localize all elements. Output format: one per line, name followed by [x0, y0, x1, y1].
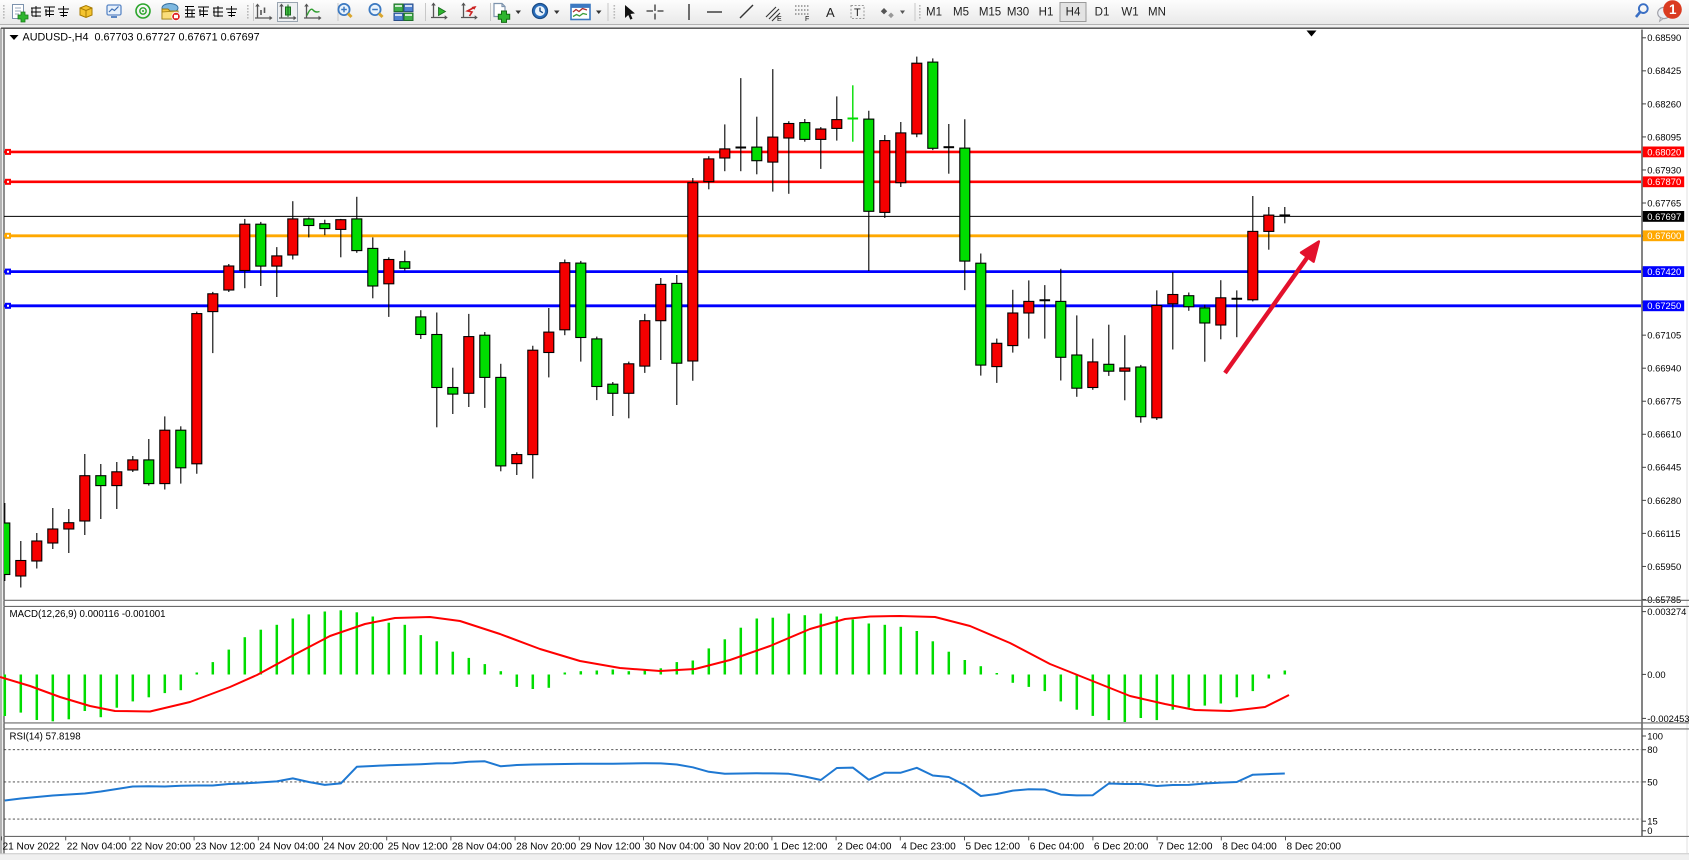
svg-text:0.66775: 0.66775	[1647, 396, 1681, 407]
svg-text:0.66610: 0.66610	[1647, 429, 1681, 440]
svg-text:28 Nov 20:00: 28 Nov 20:00	[516, 842, 576, 853]
svg-text:24 Nov 04:00: 24 Nov 04:00	[259, 842, 319, 853]
svg-text:6 Dec 04:00: 6 Dec 04:00	[1030, 842, 1085, 853]
svg-text:50: 50	[1647, 776, 1657, 787]
svg-text:22 Nov 20:00: 22 Nov 20:00	[131, 842, 191, 853]
svg-text:H1: H1	[1039, 7, 1054, 19]
svg-text:RSI(14) 57.8198: RSI(14) 57.8198	[10, 732, 81, 743]
svg-text:0.66115: 0.66115	[1647, 528, 1680, 539]
svg-text:MN: MN	[1148, 7, 1166, 19]
svg-text:AUDUSD-,H4 0.67703 0.67727 0.: AUDUSD-,H4 0.67703 0.67727 0.67671 0.676…	[23, 32, 260, 44]
svg-text:A: A	[826, 5, 835, 20]
svg-text:0.68095: 0.68095	[1647, 131, 1681, 142]
svg-text:29 Nov 12:00: 29 Nov 12:00	[580, 842, 640, 853]
svg-text:M5: M5	[953, 7, 969, 19]
svg-text:7 Dec 12:00: 7 Dec 12:00	[1158, 842, 1213, 853]
svg-text:5 Dec 12:00: 5 Dec 12:00	[966, 842, 1021, 853]
svg-text:28 Nov 04:00: 28 Nov 04:00	[452, 842, 512, 853]
svg-text:0.67870: 0.67870	[1647, 176, 1681, 187]
svg-text:21 Nov 2022: 21 Nov 2022	[3, 842, 61, 853]
svg-text:1 Dec 12:00: 1 Dec 12:00	[773, 842, 828, 853]
svg-text:15: 15	[1647, 816, 1657, 827]
svg-text:30 Nov 04:00: 30 Nov 04:00	[645, 842, 705, 853]
svg-text:0.67420: 0.67420	[1647, 266, 1681, 277]
svg-text:H4: H4	[1066, 7, 1081, 19]
svg-text:25 Nov 12:00: 25 Nov 12:00	[388, 842, 448, 853]
svg-text:F: F	[805, 16, 809, 23]
svg-text:0.66445: 0.66445	[1647, 462, 1681, 473]
svg-text:8 Dec 20:00: 8 Dec 20:00	[1287, 842, 1342, 853]
svg-text:8 Dec 04:00: 8 Dec 04:00	[1222, 842, 1277, 853]
svg-text:23 Nov 12:00: 23 Nov 12:00	[195, 842, 255, 853]
svg-text:0.67250: 0.67250	[1647, 300, 1681, 311]
svg-text:6 Dec 20:00: 6 Dec 20:00	[1094, 842, 1149, 853]
svg-text:0.003274: 0.003274	[1647, 606, 1686, 617]
svg-text:80: 80	[1647, 744, 1657, 755]
svg-text:T: T	[854, 7, 861, 19]
svg-text:0.65785: 0.65785	[1647, 594, 1681, 605]
svg-text:0: 0	[1647, 825, 1652, 836]
svg-text:0.68260: 0.68260	[1647, 98, 1681, 109]
svg-text:W1: W1	[1121, 7, 1138, 19]
svg-text:1: 1	[1669, 2, 1677, 17]
svg-text:0.66940: 0.66940	[1647, 363, 1681, 374]
svg-text:24 Nov 20:00: 24 Nov 20:00	[324, 842, 384, 853]
svg-text:0.66280: 0.66280	[1647, 495, 1681, 506]
svg-text:0.68425: 0.68425	[1647, 65, 1681, 76]
svg-text:0.00: 0.00	[1647, 669, 1665, 680]
svg-text:E: E	[777, 16, 782, 23]
svg-text:0.68020: 0.68020	[1647, 146, 1681, 157]
svg-text:0.67600: 0.67600	[1647, 230, 1681, 241]
svg-text:4 Dec 23:00: 4 Dec 23:00	[901, 842, 956, 853]
svg-text:D1: D1	[1095, 7, 1110, 19]
svg-text:0.67697: 0.67697	[1647, 211, 1681, 222]
svg-text:-0.002453: -0.002453	[1647, 713, 1689, 724]
svg-text:M1: M1	[926, 7, 942, 19]
svg-text:0.65950: 0.65950	[1647, 561, 1681, 572]
svg-text:0.68590: 0.68590	[1647, 32, 1681, 43]
svg-text:M15: M15	[979, 7, 1001, 19]
svg-text:2 Dec 04:00: 2 Dec 04:00	[837, 842, 892, 853]
svg-text:MACD(12,26,9) 0.000116 -0.0010: MACD(12,26,9) 0.000116 -0.001001	[10, 609, 166, 620]
svg-text:100: 100	[1647, 730, 1663, 741]
svg-text:M30: M30	[1007, 7, 1029, 19]
svg-text:0.67105: 0.67105	[1647, 330, 1681, 341]
svg-text:0.67765: 0.67765	[1647, 197, 1681, 208]
svg-text:22 Nov 04:00: 22 Nov 04:00	[67, 842, 127, 853]
svg-text:30 Nov 20:00: 30 Nov 20:00	[709, 842, 769, 853]
svg-text:0.67930: 0.67930	[1647, 164, 1681, 175]
